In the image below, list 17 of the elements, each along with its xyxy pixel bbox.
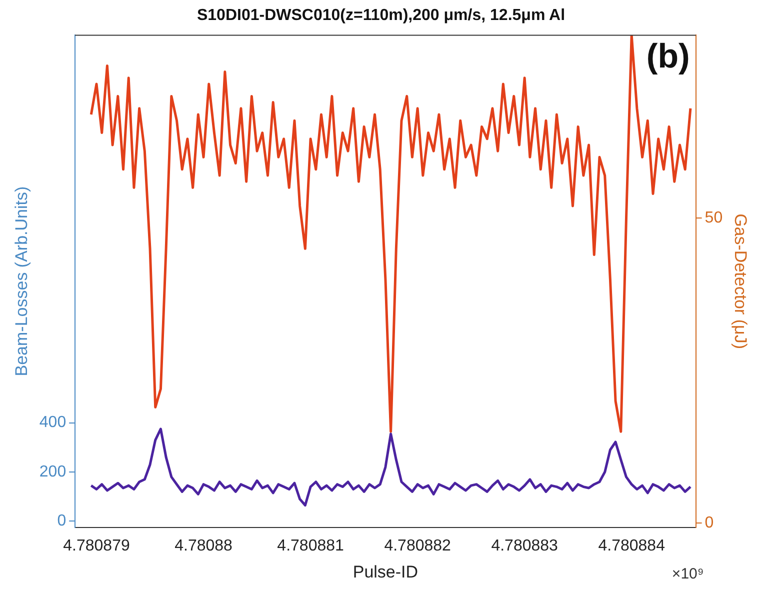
x-tick-label: 4.780879 [63,537,130,554]
x-axis-title: Pulse-ID [352,562,418,582]
x-tick-label: 4.78088 [174,537,233,554]
y2-tick-label: 50 [704,210,723,227]
x-tick-label: 4.780883 [491,537,558,554]
y2-axis-title: Gas-Detector (μJ) [731,214,750,350]
y2-tick-label: 0 [704,514,714,532]
x-tick-label: 4.780882 [384,537,452,554]
y-tick-label: 0 [57,512,66,530]
annotation: (b) [646,38,690,76]
y-tick-label: 400 [39,414,66,432]
chart-title: S10DI01-DWSC010(z=110m),200 μm/s, 12.5μm Al [196,7,566,24]
x-tick-label: 4.780881 [277,537,344,554]
y-tick-label: 200 [39,463,66,480]
x-tick-label: 4.780884 [598,537,666,554]
text: ×10⁹ [672,566,704,583]
y-axis-title: Beam-Losses (Arb.Units) [12,186,31,376]
